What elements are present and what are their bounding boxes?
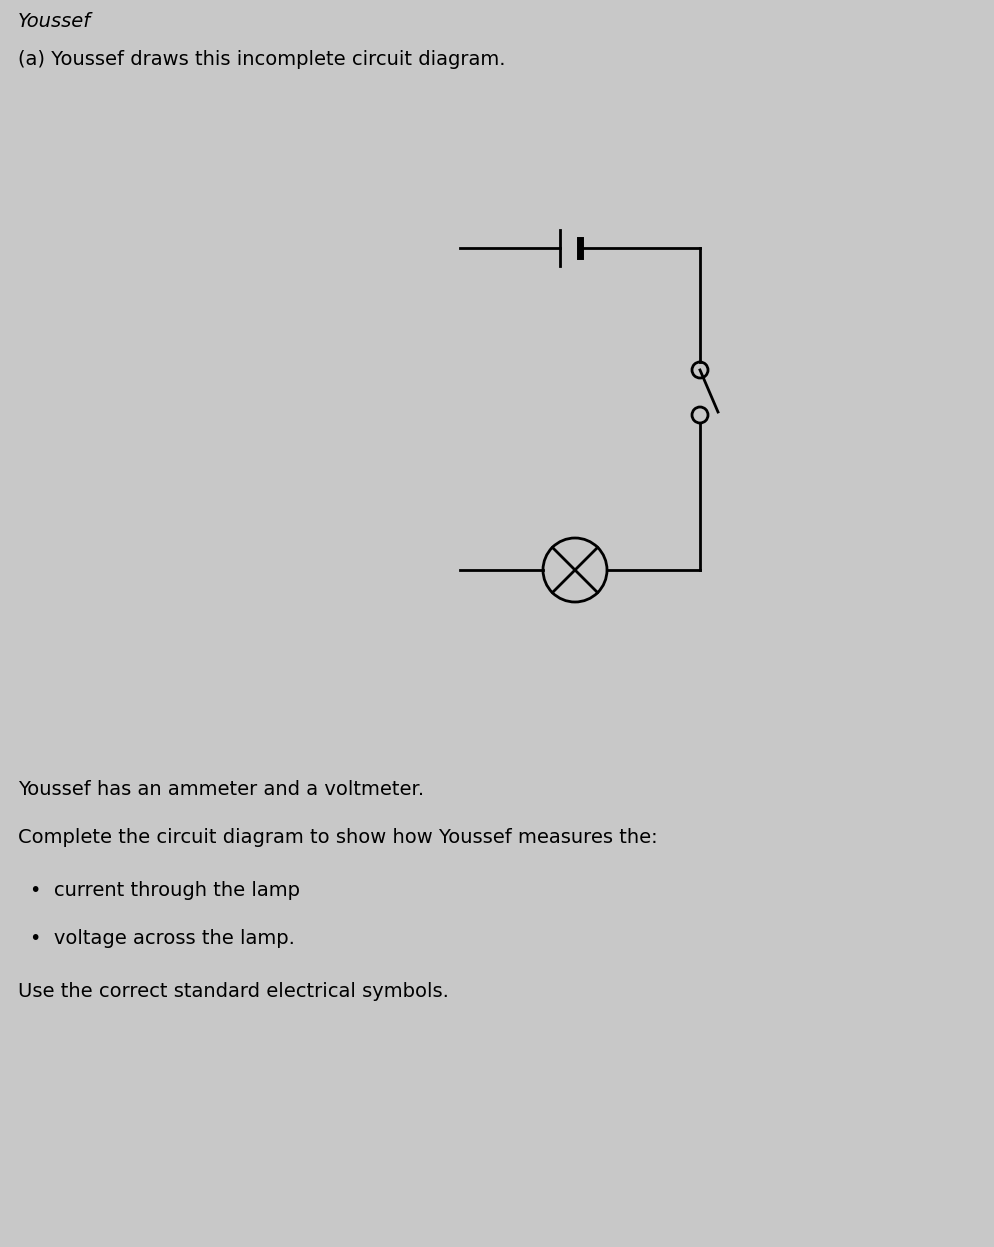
Text: (a) Youssef draws this incomplete circuit diagram.: (a) Youssef draws this incomplete circui…: [18, 50, 506, 69]
Text: Youssef: Youssef: [18, 12, 91, 31]
Text: •  current through the lamp: • current through the lamp: [30, 880, 300, 900]
Text: Use the correct standard electrical symbols.: Use the correct standard electrical symb…: [18, 981, 449, 1001]
Text: Youssef has an ammeter and a voltmeter.: Youssef has an ammeter and a voltmeter.: [18, 781, 424, 799]
Text: •  voltage across the lamp.: • voltage across the lamp.: [30, 929, 295, 948]
Text: Complete the circuit diagram to show how Youssef measures the:: Complete the circuit diagram to show how…: [18, 828, 658, 847]
